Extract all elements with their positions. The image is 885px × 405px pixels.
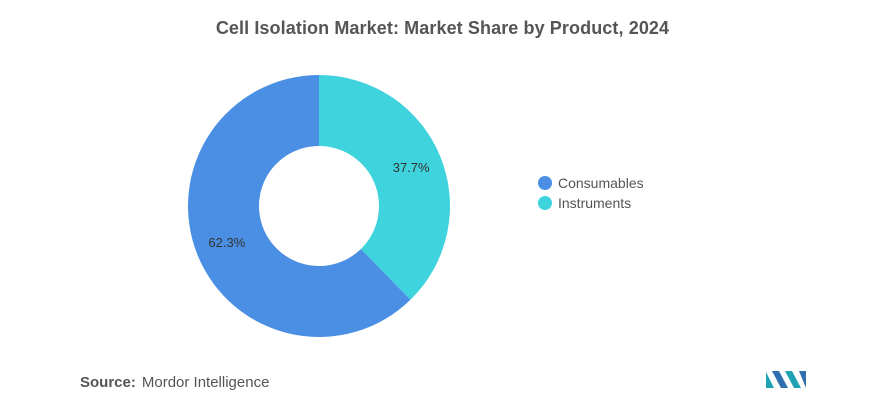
data-label-consumables: 62.3%: [208, 235, 245, 250]
source-label: Source:: [80, 374, 136, 391]
data-label-instruments: 37.7%: [393, 160, 430, 175]
mordor-intelligence-logo: [766, 371, 806, 388]
legend-item-instruments: Instruments: [538, 193, 644, 213]
source-text: Mordor Intelligence: [141, 374, 270, 391]
legend-label-instruments: Instruments: [558, 195, 632, 211]
chart-title: Cell Isolation Market: Market Share by P…: [215, 18, 670, 38]
slice-instruments: [319, 75, 451, 300]
legend-swatch-instruments: [538, 196, 552, 210]
slice-consumables: [188, 75, 411, 337]
source-note: Source: Mordor Intelligence: [80, 374, 269, 391]
legend-label-consumables: Consumables: [558, 175, 644, 191]
legend-item-consumables: Consumables: [538, 173, 644, 193]
legend-swatch-consumables: [538, 176, 552, 190]
chart-legend: Consumables Instruments: [538, 173, 644, 213]
